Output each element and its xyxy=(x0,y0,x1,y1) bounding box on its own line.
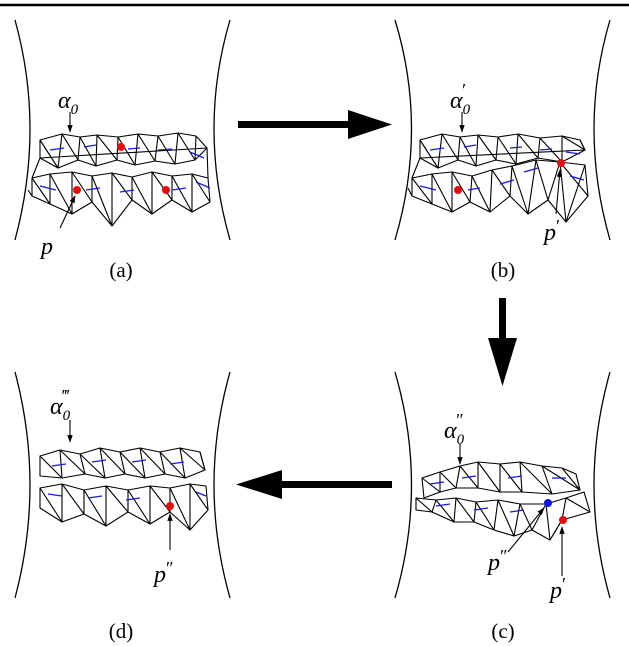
lower-triangle-strip xyxy=(415,491,591,541)
point-label: p″ xyxy=(486,546,508,576)
panel-a: α0 p (a) xyxy=(14,19,231,282)
point-p-prime-dot xyxy=(559,516,567,524)
marked-point xyxy=(117,143,125,151)
point-p-double-prime-dot xyxy=(544,499,552,507)
right-surface-boundary xyxy=(213,371,231,599)
point-label: p′ xyxy=(548,574,566,604)
panel-c: α0″ p″ p′ (c) xyxy=(394,371,611,643)
upper-triangle-strip xyxy=(39,132,208,169)
point-p-dot xyxy=(73,186,81,194)
point-p-prime-dot xyxy=(557,159,565,167)
left-surface-boundary xyxy=(394,19,413,241)
arrow-a-to-b xyxy=(238,110,392,139)
curve-segments xyxy=(429,475,566,513)
right-surface-boundary xyxy=(593,19,611,241)
point-label: p xyxy=(39,234,53,260)
upper-triangle-strip xyxy=(39,447,206,479)
panel-caption: (d) xyxy=(109,619,134,643)
point-label-pointer xyxy=(59,195,76,229)
left-surface-boundary xyxy=(394,371,413,599)
lower-triangle-strip xyxy=(407,157,589,223)
panel-d: α0‴ p″ (d) xyxy=(14,371,231,643)
curve-label: α0″ xyxy=(444,410,465,448)
point-label-pointer xyxy=(555,169,563,215)
point-label: p″ xyxy=(152,558,174,588)
left-surface-boundary xyxy=(14,19,31,241)
upper-triangle-strip xyxy=(421,461,581,499)
lower-triangle-strip xyxy=(39,483,209,531)
panel-caption: (c) xyxy=(491,619,514,643)
curve-label: α0 xyxy=(58,88,79,118)
panel-caption: (a) xyxy=(109,258,132,282)
marked-point xyxy=(454,186,462,194)
point-label: p′ xyxy=(542,216,560,246)
left-surface-boundary xyxy=(14,371,31,599)
arrow-c-to-d xyxy=(236,470,392,499)
curve-label: α0′ xyxy=(450,80,471,118)
curve-label: α0‴ xyxy=(50,386,71,424)
curve-segments xyxy=(39,144,211,193)
curve-segments xyxy=(419,144,585,191)
point-p-double-prime-dot xyxy=(166,502,174,510)
curve-segments xyxy=(47,459,207,501)
panel-caption: (b) xyxy=(491,258,516,282)
right-surface-boundary xyxy=(213,19,231,241)
lower-triangle-strip xyxy=(27,147,211,227)
right-surface-boundary xyxy=(593,371,611,599)
transition-arrows xyxy=(236,110,517,499)
panel-b: α0′ p′ (b) xyxy=(394,19,611,282)
arrow-b-to-c xyxy=(488,298,517,386)
point-label-pointer xyxy=(507,507,545,553)
marked-point xyxy=(162,186,170,194)
